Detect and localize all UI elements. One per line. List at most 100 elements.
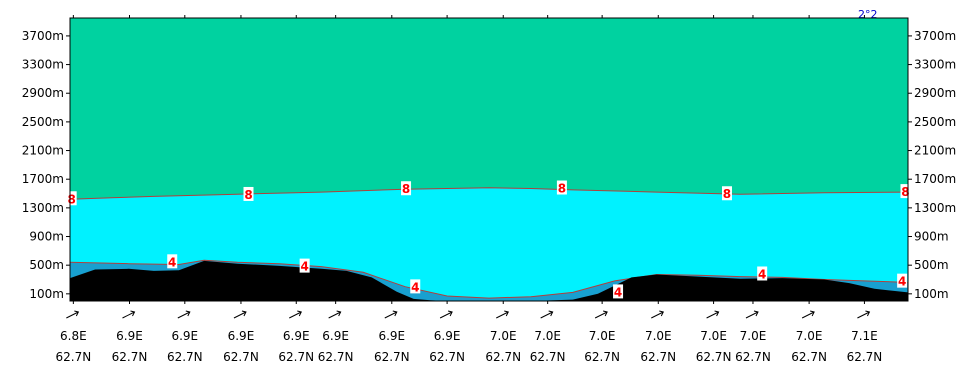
y-tick-label-right: 1700m [914, 172, 956, 186]
x-tick-label-lon: 6.9E [283, 329, 310, 343]
x-tick-label-lat: 62.7N [318, 350, 354, 364]
x-tick-label-lat: 62.7N [696, 350, 732, 364]
svg-text:8: 8 [402, 182, 410, 196]
x-tick-label-lon: 6.8E [60, 329, 87, 343]
y-tick-label-right: 100m [914, 287, 949, 301]
wind-arrow-icon [706, 310, 720, 319]
contour-label: 4 [757, 266, 768, 281]
x-tick-label-lon: 7.0E [589, 329, 616, 343]
wind-arrow-icon [233, 310, 247, 319]
svg-text:4: 4 [898, 275, 906, 289]
x-tick-label-lat: 62.7N [223, 350, 259, 364]
x-tick-label-lon: 6.9E [171, 329, 198, 343]
x-tick-label-lat: 62.7N [278, 350, 314, 364]
y-tick-label: 900m [29, 230, 64, 244]
wind-arrow-icon [594, 310, 608, 319]
y-axis-left: 100m 500m 900m 1300m 1700m 2100m 2500m 2900m 330… [22, 29, 70, 301]
contour-label: 4 [299, 258, 310, 274]
y-tick-label-right: 1300m [914, 201, 956, 215]
x-tick-label-lat: 62.7N [584, 350, 620, 364]
x-tick-label-lon: 7.1E [851, 329, 878, 343]
x-tick-label-lat: 62.7N [735, 350, 771, 364]
wind-arrow-icon [745, 310, 759, 319]
wind-arrow-icon [328, 310, 342, 319]
contour-label: 8 [401, 181, 412, 196]
wind-arrow-icon [857, 310, 871, 319]
y-tick-label: 1700m [22, 172, 64, 186]
x-tick-label-lon: 7.0E [796, 329, 823, 343]
contour-label: 8 [900, 184, 911, 199]
contour-label: 4 [897, 273, 908, 289]
y-tick-label: 1300m [22, 201, 64, 215]
svg-text:8: 8 [723, 187, 731, 201]
svg-text:8: 8 [901, 185, 909, 199]
contour-label: 4 [613, 284, 624, 299]
y-tick-label: 2100m [22, 144, 64, 158]
x-tick-label-lat: 62.7N [112, 350, 148, 364]
wind-arrow-icon [496, 310, 509, 319]
y-tick-label: 2900m [22, 86, 64, 100]
contour-line-4 [69, 259, 909, 299]
svg-text:4: 4 [168, 255, 176, 269]
svg-text:4: 4 [614, 285, 622, 299]
contour-label: 4 [410, 279, 421, 294]
wind-arrow-icon [651, 310, 665, 319]
wind-arrow-icon [439, 310, 453, 319]
wind-arrow-icon [540, 310, 554, 319]
x-tick-label-lat: 62.7N [56, 350, 92, 364]
y-tick-label: 3300m [22, 58, 64, 72]
y-axis-right: 100m 500m 900m 1300m 1700m 2100m 2500m 2900m 330… [908, 29, 956, 301]
wind-arrow-icon [384, 310, 398, 319]
plot-frame [69, 17, 909, 302]
y-tick-label: 100m [29, 287, 64, 301]
x-tick-label-lon: 6.9E [322, 329, 349, 343]
x-tick-label-lat: 62.7N [429, 350, 465, 364]
svg-text:4: 4 [300, 260, 308, 274]
terrain [70, 260, 908, 301]
contour-line-8 [69, 187, 909, 200]
x-tick-label-lat: 62.7N [530, 350, 566, 364]
x-tick-label-lat: 62.7N [640, 350, 676, 364]
svg-text:4: 4 [758, 267, 766, 281]
wind-arrow-icon [177, 310, 191, 319]
x-tick-label-lon: 6.9E [116, 329, 143, 343]
x-tick-label-lat: 62.7N [485, 350, 521, 364]
x-tick-label-lon: 7.0E [700, 329, 727, 343]
x-tick-label-lat: 62.7N [374, 350, 410, 364]
svg-text:8: 8 [244, 188, 252, 202]
svg-text:8: 8 [67, 192, 75, 206]
y-tick-label-right: 2900m [914, 86, 956, 100]
contour-label: 8 [66, 191, 77, 206]
x-tick-label-lon: 6.9E [434, 329, 461, 343]
svg-text:8: 8 [558, 182, 566, 196]
plot-area: 8 8 8 8 8 8 4 4 4 4 4 4 [66, 17, 911, 302]
y-tick-label: 500m [29, 258, 64, 272]
wind-arrow-icon [66, 310, 80, 319]
x-tick-label-lon: 7.0E [490, 329, 517, 343]
contour-label: 8 [556, 180, 567, 196]
y-tick-label-right: 2100m [914, 144, 956, 158]
x-tick-label-lat: 62.7N [167, 350, 203, 364]
y-tick-label: 3700m [22, 29, 64, 43]
x-tick-label-lon: 6.9E [228, 329, 255, 343]
y-tick-label-right: 3300m [914, 58, 956, 72]
svg-text:4: 4 [411, 280, 419, 294]
y-tick-label-right: 500m [914, 258, 949, 272]
x-axis: 6.8E 62.7N 6.9E 62.7N 6.9E 62.7N 6.9E 62.7N 6.9E… [56, 15, 883, 364]
contour-label: 4 [167, 254, 178, 269]
wind-arrow-icon [122, 310, 136, 319]
wind-arrow-icon [289, 310, 302, 319]
wind-arrow-icon [801, 310, 815, 319]
x-tick-label-lat: 62.7N [791, 350, 827, 364]
x-tick-label-lon: 7.0E [740, 329, 767, 343]
x-tick-label-lat: 62.7N [847, 350, 883, 364]
x-tick-label-lon: 6.9E [378, 329, 405, 343]
contour-label: 8 [721, 186, 732, 201]
contour-label: 8 [243, 186, 254, 202]
x-tick-label-lon: 7.0E [534, 329, 561, 343]
x-tick-label-lon: 7.0E [645, 329, 672, 343]
y-tick-label-right: 900m [914, 230, 949, 244]
y-tick-label-right: 3700m [914, 29, 956, 43]
y-tick-label-right: 2500m [914, 115, 956, 129]
